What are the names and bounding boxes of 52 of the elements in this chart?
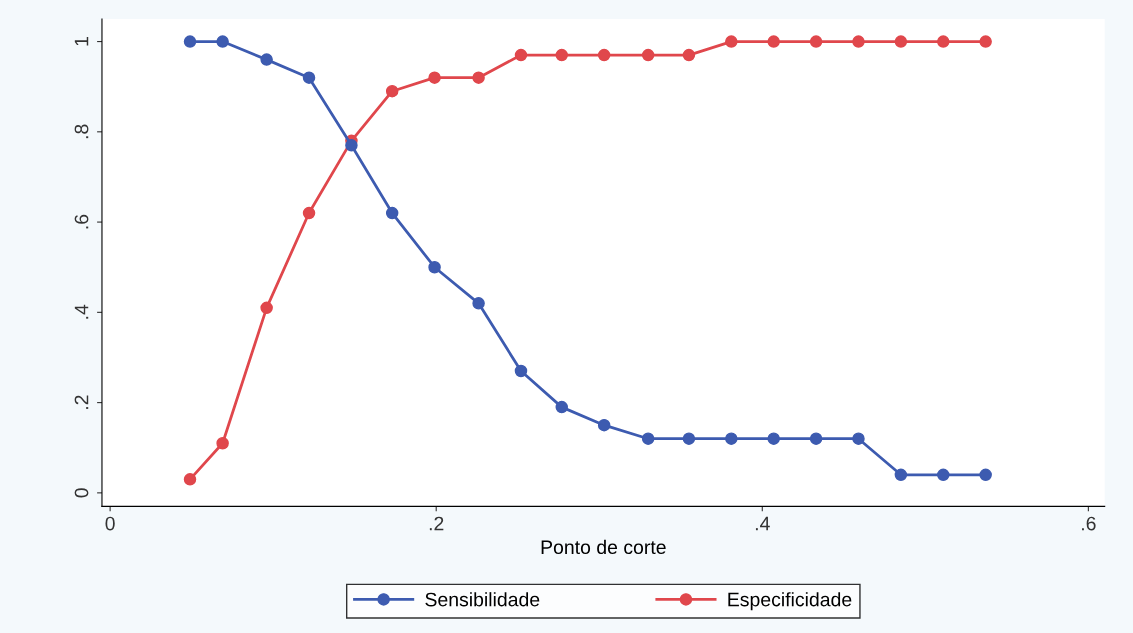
point (767, 432, 780, 445)
point (809, 35, 823, 48)
y-tick-label: .6 (74, 214, 89, 229)
point (937, 468, 950, 482)
point (641, 432, 655, 445)
point (979, 468, 992, 482)
point (514, 364, 528, 378)
point (260, 53, 273, 66)
point (937, 35, 950, 48)
point (894, 35, 908, 48)
point (979, 35, 992, 48)
point (555, 48, 568, 62)
point (472, 297, 485, 310)
point (385, 206, 399, 220)
y-tick-label: .8 (74, 124, 89, 139)
y-tick-label: 1 (74, 37, 89, 46)
x-tick-label: .2 (429, 516, 444, 531)
point (385, 84, 399, 98)
x-axis-title: Ponto de corte (541, 539, 666, 555)
point (428, 71, 441, 84)
x-tick-label: 0 (105, 516, 115, 531)
x-tick-label: .6 (1082, 516, 1096, 531)
point (345, 139, 358, 152)
point (597, 48, 611, 62)
point (809, 432, 823, 445)
x-tick-label: .4 (755, 516, 770, 531)
point (183, 473, 197, 486)
point (302, 206, 316, 220)
point (260, 301, 273, 315)
point (216, 35, 229, 48)
point (852, 35, 865, 48)
legend-label: Especificidade (728, 592, 852, 611)
point (597, 418, 611, 432)
point (302, 71, 316, 84)
point (428, 260, 441, 274)
y-tick-label: .2 (74, 395, 89, 409)
point (852, 432, 865, 445)
point (183, 35, 197, 48)
point (894, 468, 908, 482)
y-tick-label: 0 (74, 488, 89, 498)
point (472, 71, 485, 84)
legend-label: Sensibilidade (425, 592, 540, 607)
point (216, 436, 229, 450)
point (514, 48, 528, 62)
point (725, 432, 738, 445)
y-tick-label: .4 (74, 304, 89, 319)
point (767, 35, 780, 48)
point (682, 48, 696, 62)
point (725, 35, 738, 48)
point (682, 432, 696, 445)
point (555, 400, 568, 414)
point (641, 48, 655, 62)
